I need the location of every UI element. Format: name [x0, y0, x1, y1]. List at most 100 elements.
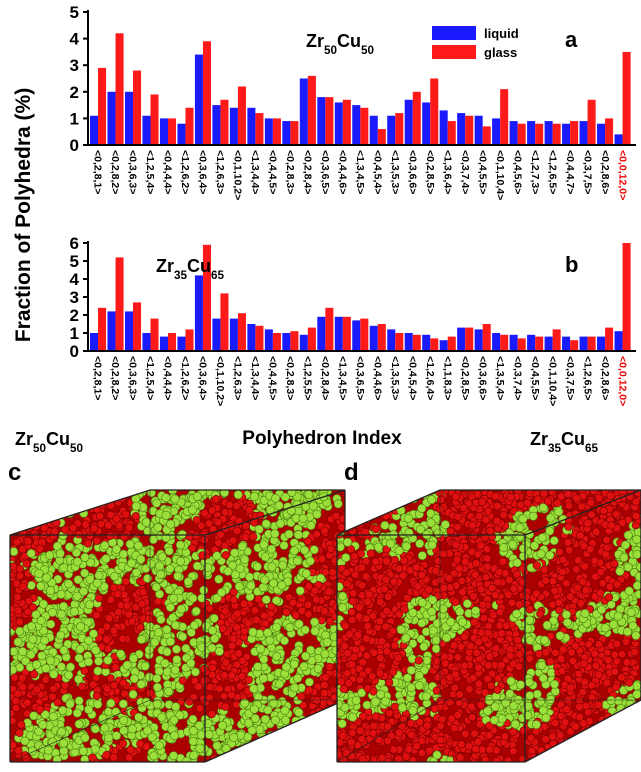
atom: [305, 610, 313, 618]
atom: [415, 671, 423, 679]
atom: [212, 495, 220, 503]
atom: [475, 512, 483, 520]
atom: [471, 730, 479, 738]
atom: [540, 490, 548, 498]
atom: [280, 541, 288, 549]
atom: [322, 674, 330, 682]
atom: [418, 598, 426, 606]
atom: [542, 714, 550, 722]
atom: [321, 681, 329, 689]
atom: [120, 716, 128, 724]
atom: [556, 632, 564, 640]
atom: [155, 741, 163, 749]
atom: [360, 515, 368, 523]
atom: [303, 757, 311, 765]
atom: [84, 636, 92, 644]
atom: [311, 627, 319, 635]
atom: [293, 557, 301, 565]
atom: [172, 645, 180, 653]
x-tick-label: <1,2,5,5>: [302, 356, 314, 400]
atom: [516, 533, 524, 541]
atom: [264, 706, 272, 714]
atom: [581, 563, 589, 571]
atom: [359, 658, 367, 666]
atom: [575, 670, 583, 678]
atom: [592, 528, 600, 536]
atom: [629, 753, 637, 761]
bar: [265, 118, 273, 145]
atom: [105, 522, 113, 530]
atom: [153, 674, 161, 682]
atom: [11, 492, 19, 500]
x-tick-label: <0,4,5,4>: [406, 356, 418, 400]
atom: [377, 598, 385, 606]
atom: [325, 733, 333, 741]
bar: [475, 116, 483, 145]
atom: [454, 513, 462, 521]
atom: [564, 490, 572, 498]
atom: [74, 576, 82, 584]
atom: [47, 620, 55, 628]
atom: [176, 557, 184, 565]
bar: [562, 124, 570, 145]
atom: [310, 723, 318, 731]
atom: [27, 581, 35, 589]
atom: [362, 573, 370, 581]
atom: [110, 572, 118, 580]
atom: [610, 751, 618, 759]
atom: [571, 743, 579, 751]
atom: [447, 618, 455, 626]
x-tick-label: <1,3,4,4>: [249, 356, 261, 400]
atom: [418, 571, 426, 579]
legend-swatch: [432, 45, 476, 59]
atom: [68, 495, 76, 503]
bar: [273, 333, 281, 351]
atom: [611, 752, 619, 760]
x-tick-label: <0,3,7,4>: [511, 356, 523, 400]
atom: [389, 494, 397, 502]
atom: [537, 610, 545, 618]
atom: [162, 511, 170, 519]
atom: [475, 664, 483, 672]
atom: [629, 722, 637, 730]
bar: [238, 313, 246, 351]
atom: [153, 683, 161, 691]
atom: [487, 527, 495, 535]
atom: [326, 717, 334, 725]
atom: [451, 724, 459, 732]
atom: [17, 487, 25, 495]
atom: [625, 587, 633, 595]
atom: [483, 707, 491, 715]
atom: [255, 525, 263, 533]
x-tick-label: <1,2,5,4>: [144, 356, 156, 400]
atom: [608, 717, 616, 725]
atom: [171, 621, 179, 629]
x-tick-label: <0,0,12,0>: [616, 150, 628, 200]
atom: [612, 718, 620, 726]
atom: [50, 507, 58, 515]
atom: [262, 595, 270, 603]
x-tick-label: <0,3,6,6>: [476, 356, 488, 400]
atom: [288, 740, 296, 748]
atom: [551, 719, 559, 727]
atom: [222, 551, 230, 559]
atom: [189, 544, 197, 552]
atom: [498, 661, 506, 669]
atom: [405, 488, 413, 496]
atom: [268, 752, 276, 760]
bar: [247, 108, 255, 145]
atom: [496, 608, 504, 616]
bar: [142, 333, 150, 351]
atom: [418, 749, 426, 757]
atom: [349, 713, 357, 721]
bar: [370, 116, 378, 145]
atom: [29, 604, 37, 612]
atom: [323, 638, 331, 646]
atom: [512, 610, 520, 618]
atom: [239, 657, 247, 665]
atom: [278, 741, 286, 749]
atom: [6, 489, 14, 497]
atom: [41, 636, 49, 644]
atom: [16, 729, 24, 737]
atom: [222, 703, 230, 711]
